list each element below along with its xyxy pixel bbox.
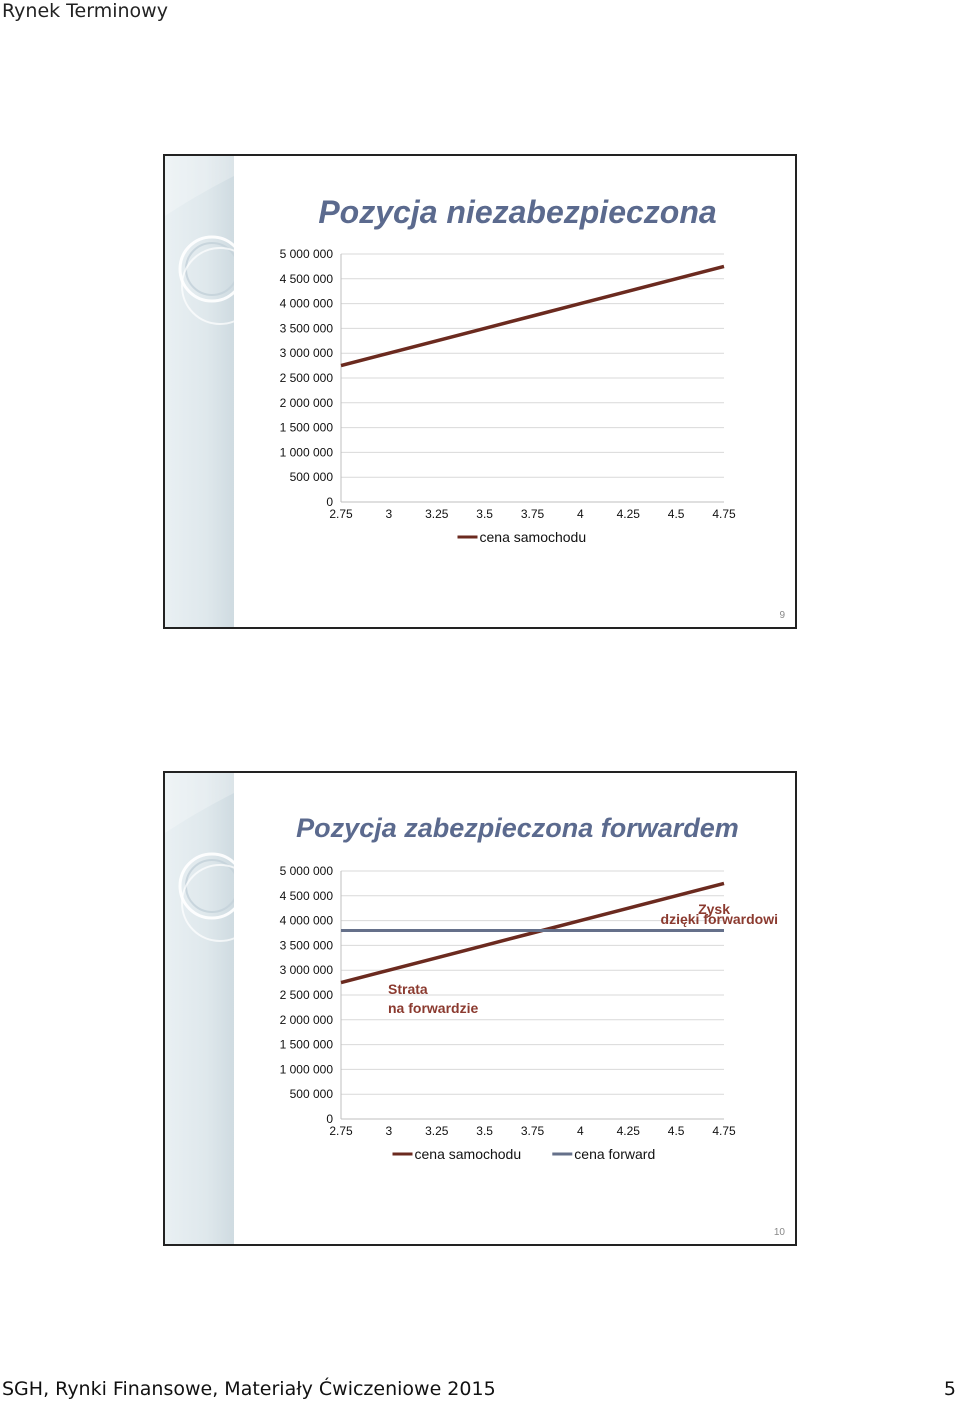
legend-label: cena samochodu: [415, 1146, 522, 1162]
x-tick-label: 4.5: [668, 1124, 685, 1138]
y-tick-label: 3 000 000: [280, 346, 334, 360]
decorative-circles: [165, 773, 234, 942]
y-tick-label: 0: [326, 1112, 333, 1126]
x-tick-label: 4.25: [617, 507, 641, 521]
y-tick-label: 3 500 000: [280, 321, 334, 335]
y-tick-label: 4 000 000: [280, 914, 334, 928]
y-tick-label: 1 500 000: [280, 421, 334, 435]
x-tick-label: 3.5: [476, 1124, 493, 1138]
annotation-strata: Strata: [388, 981, 428, 997]
y-tick-label: 2 000 000: [280, 1013, 334, 1027]
y-tick-label: 500 000: [290, 1087, 334, 1101]
x-tick-label: 3: [386, 507, 393, 521]
annotation-strata-line2: na forwardzie: [388, 1000, 478, 1016]
x-tick-label: 3: [386, 1124, 393, 1138]
slide-title: Pozycja niezabezpieczona: [318, 194, 717, 230]
slide-title: Pozycja zabezpieczona forwardem: [296, 813, 739, 843]
x-tick-label: 3.75: [521, 1124, 545, 1138]
x-tick-label: 4.5: [668, 507, 685, 521]
y-tick-label: 4 000 000: [280, 297, 334, 311]
y-tick-label: 2 500 000: [280, 988, 334, 1002]
y-tick-label: 3 500 000: [280, 938, 334, 952]
y-tick-label: 1 500 000: [280, 1038, 334, 1052]
y-tick-label: 2 500 000: [280, 371, 334, 385]
slide-number: 10: [773, 1227, 785, 1238]
page-number: 5: [943, 1378, 956, 1400]
series-line-cena-samochodu: [340, 264, 725, 368]
slide-9: Pozycja niezabezpieczona 0 500 000 1 000 0…: [163, 154, 797, 629]
line-chart: 0 500 000 1 000 000 1 500 000 2 000 000 2 500…: [280, 864, 778, 1162]
y-tick-label: 1 000 000: [280, 1062, 334, 1076]
y-tick-label: 1 000 000: [280, 445, 334, 459]
slide-number: 9: [779, 610, 785, 621]
y-tick-label: 500 000: [290, 470, 334, 484]
series-line-cena-samochodu: [340, 881, 725, 985]
x-tick-label: 2.75: [329, 507, 353, 521]
x-tick-label: 3.5: [476, 507, 493, 521]
y-tick-label: 2 000 000: [280, 396, 334, 410]
legend-label: cena samochodu: [480, 529, 587, 545]
slide-side-band: [165, 156, 234, 627]
x-tick-label: 3.75: [521, 507, 545, 521]
x-tick-label: 4.75: [712, 507, 736, 521]
y-tick-label: 4 500 000: [280, 889, 334, 903]
y-tick-label: 5 000 000: [280, 247, 334, 261]
x-tick-label: 4.25: [617, 1124, 641, 1138]
y-tick-label: 5 000 000: [280, 864, 334, 878]
page-header: Rynek Terminowy: [2, 0, 168, 22]
x-tick-label: 3.25: [425, 507, 449, 521]
y-tick-label: 4 500 000: [280, 272, 334, 286]
legend-label: cena forward: [574, 1146, 655, 1162]
annotation-zysk-line2: dzięki forwardowi: [661, 911, 778, 927]
y-tick-label: 3 000 000: [280, 963, 334, 977]
x-tick-label: 4.75: [712, 1124, 736, 1138]
page-footer: SGH, Rynki Finansowe, Materiały Ćwiczeni…: [2, 1378, 496, 1400]
line-chart: 0 500 000 1 000 000 1 500 000 2 000 000 2 500…: [280, 247, 736, 545]
decorative-circles: [165, 156, 234, 325]
x-tick-label: 4: [577, 507, 584, 521]
x-tick-label: 4: [577, 1124, 584, 1138]
y-tick-label: 0: [326, 495, 333, 509]
slide-side-band: [165, 773, 234, 1244]
annotation-zysk: Zysk: [698, 901, 730, 917]
slide-10: Pozycja zabezpieczona forwardem 0 500 000…: [163, 771, 797, 1246]
x-tick-label: 3.25: [425, 1124, 449, 1138]
x-tick-label: 2.75: [329, 1124, 353, 1138]
